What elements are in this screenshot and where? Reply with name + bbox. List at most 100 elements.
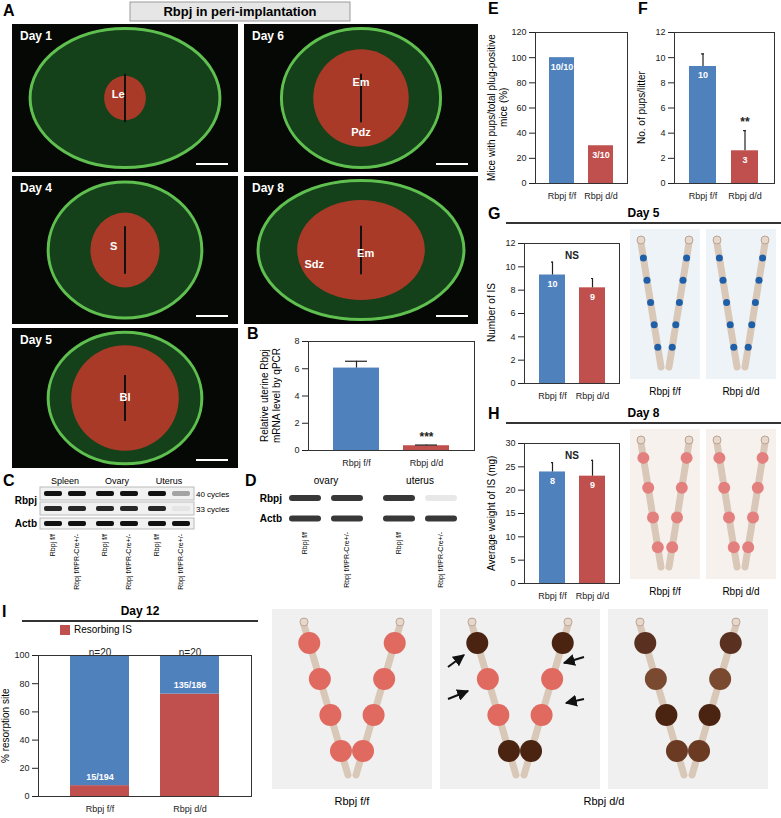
svg-text:15/194: 15/194 [86,772,114,782]
svg-text:Uterus: Uterus [156,476,183,486]
svg-text:8: 8 [549,476,554,486]
svg-text:30: 30 [505,438,515,448]
svg-text:Rbpj f/f/PR-Cre+/-: Rbpj f/f/PR-Cre+/- [177,533,185,589]
svg-text:100: 100 [14,650,29,660]
svg-text:15: 15 [505,508,515,518]
svg-text:5: 5 [510,555,515,565]
svg-text:20: 20 [516,153,526,163]
svg-text:0: 0 [510,578,515,588]
svg-text:Em: Em [357,247,374,259]
svg-text:40 cycles: 40 cycles [196,490,229,499]
svg-text:Rbpj d/d: Rbpj d/d [722,586,759,597]
svg-text:6: 6 [510,308,515,318]
svg-text:Rbpj f/f: Rbpj f/f [688,191,717,201]
svg-text:NS: NS [565,250,579,261]
svg-text:NS: NS [565,450,579,461]
svg-text:10: 10 [655,53,665,63]
svg-text:Rbpj f/f/PR-Cre+/-: Rbpj f/f/PR-Cre+/- [125,533,133,589]
svg-text:Rbpj f/f: Rbpj f/f [301,532,309,554]
svg-text:Rbpj d/d: Rbpj d/d [173,804,207,814]
svg-text:Rbpj f/f: Rbpj f/f [153,534,161,556]
svg-text:12: 12 [655,27,665,37]
svg-text:12: 12 [505,238,515,248]
svg-text:120: 120 [511,27,526,37]
svg-text:10/10: 10/10 [551,62,574,72]
svg-text:Rbpj f/f: Rbpj f/f [538,591,567,601]
svg-text:135/186: 135/186 [173,680,206,690]
svg-text:3: 3 [742,155,747,165]
svg-text:Em: Em [352,76,369,88]
svg-text:Day 1: Day 1 [20,29,52,43]
svg-text:Rbpj f/f: Rbpj f/f [395,532,403,554]
svg-text:Rbpj d/d: Rbpj d/d [722,386,759,397]
svg-text:Rbpj f/f: Rbpj f/f [538,391,567,401]
svg-text:A: A [3,2,15,19]
svg-text:10: 10 [505,262,515,272]
svg-text:Pdz: Pdz [351,126,371,138]
svg-text:Rbpj f/f/PR-Cre+/-: Rbpj f/f/PR-Cre+/- [437,531,445,587]
svg-text:0: 0 [521,178,526,188]
svg-text:0: 0 [660,178,665,188]
svg-text:Day 5: Day 5 [20,333,52,347]
svg-text:Rbpj f/f: Rbpj f/f [101,534,109,556]
svg-text:D: D [245,472,257,489]
svg-text:4: 4 [660,128,665,138]
svg-text:8: 8 [660,78,665,88]
svg-text:Le: Le [112,88,125,100]
svg-text:Day 6: Day 6 [252,29,284,43]
svg-text:9: 9 [589,480,594,490]
svg-text:10: 10 [505,532,515,542]
svg-text:40: 40 [19,735,29,745]
svg-text:80: 80 [516,78,526,88]
svg-text:Rbpj d/d: Rbpj d/d [584,191,618,201]
svg-text:Rbpj d/d: Rbpj d/d [728,191,762,201]
svg-text:Rbpj: Rbpj [15,495,37,506]
svg-text:25: 25 [505,462,515,472]
svg-text:Sdz: Sdz [304,258,324,270]
svg-text:40: 40 [516,128,526,138]
svg-text:Rbpj f/f/PR-Cre+/-: Rbpj f/f/PR-Cre+/- [343,531,351,587]
svg-text:Rbpj f/f: Rbpj f/f [649,386,681,397]
svg-text:60: 60 [19,707,29,717]
svg-text:33 cycles: 33 cycles [196,505,229,514]
svg-text:Day 8: Day 8 [252,181,284,195]
svg-text:ovary: ovary [314,475,338,486]
svg-text:9: 9 [589,292,594,302]
svg-text:8: 8 [510,285,515,295]
svg-text:2: 2 [660,153,665,163]
svg-text:80: 80 [19,679,29,689]
svg-text:Rbpj: Rbpj [260,493,282,504]
svg-text:20: 20 [19,763,29,773]
svg-text:uterus: uterus [406,475,434,486]
svg-text:4: 4 [510,332,515,342]
svg-text:S: S [110,240,117,252]
svg-text:Rbpj f/f: Rbpj f/f [548,191,577,201]
svg-text:Rbpj d/d: Rbpj d/d [575,591,609,601]
svg-text:0: 0 [24,791,29,801]
svg-text:**: ** [740,115,750,129]
svg-text:Day 4: Day 4 [20,181,52,195]
svg-text:Rbpj f/f: Rbpj f/f [335,795,371,807]
svg-text:4: 4 [294,391,299,401]
svg-text:Rbpj f/f: Rbpj f/f [649,586,681,597]
svg-text:6: 6 [660,103,665,113]
svg-text:Bl: Bl [120,391,131,403]
svg-text:10: 10 [547,279,557,289]
svg-text:100: 100 [511,53,526,63]
svg-text:Rbpj d/d: Rbpj d/d [584,795,625,807]
svg-text:2: 2 [294,418,299,428]
svg-text:3/10: 3/10 [592,150,610,160]
svg-text:Rbpj d/d: Rbpj d/d [575,391,609,401]
svg-text:0: 0 [294,445,299,455]
svg-text:20: 20 [505,485,515,495]
svg-text:0: 0 [510,378,515,388]
svg-text:2: 2 [510,355,515,365]
svg-text:Rbpj f/f: Rbpj f/f [49,534,57,556]
svg-text:***: *** [419,430,433,444]
svg-text:Ovary: Ovary [105,476,130,486]
svg-text:6: 6 [294,364,299,374]
svg-text:Rbpj in peri-implantation: Rbpj in peri-implantation [163,4,316,19]
svg-text:Spleen: Spleen [51,476,79,486]
svg-text:Actb: Actb [15,518,37,529]
svg-text:60: 60 [516,103,526,113]
